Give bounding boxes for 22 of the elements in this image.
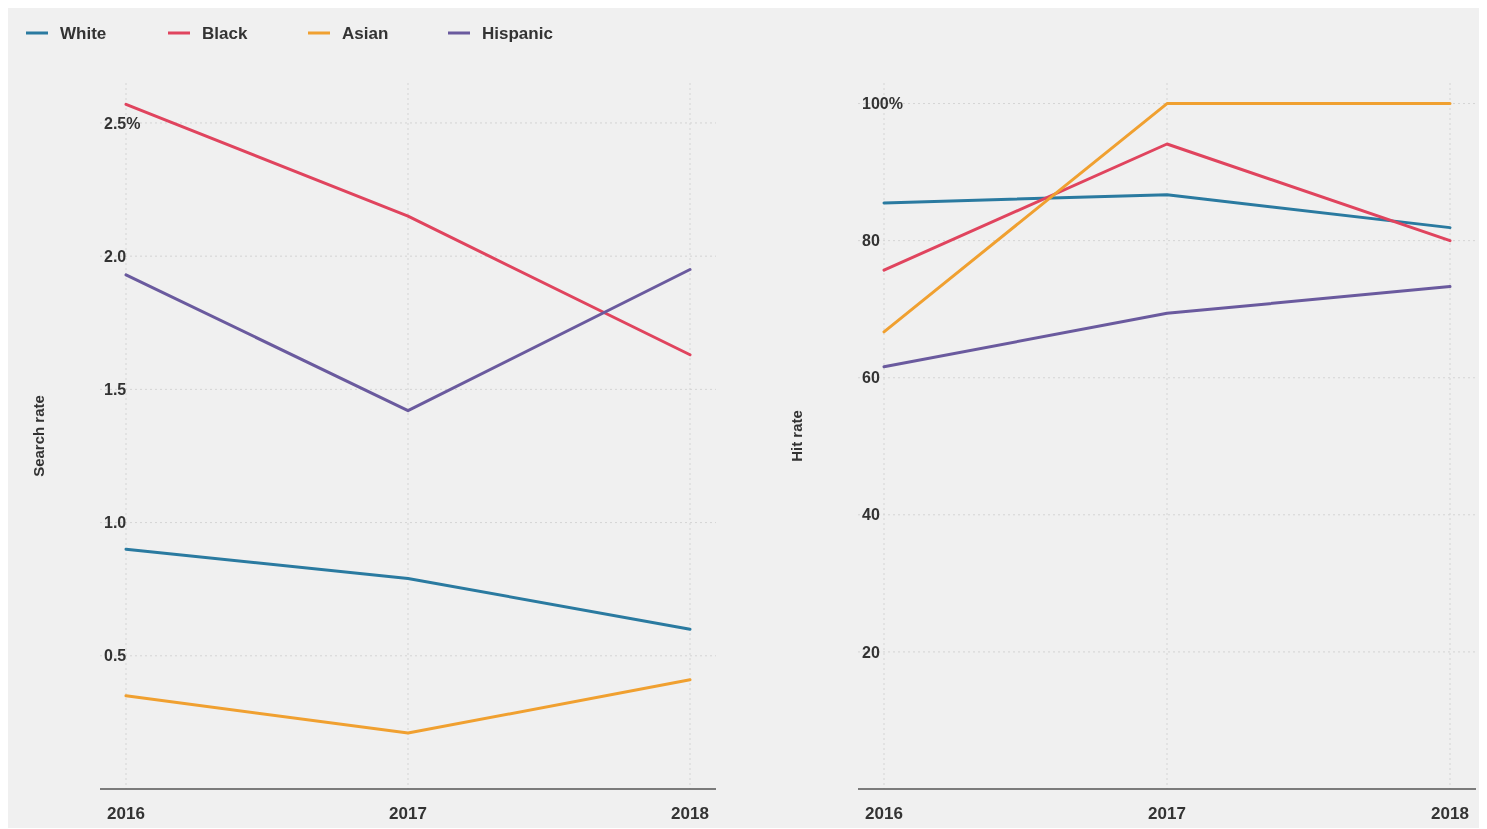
x-tick-label: 2018 bbox=[671, 804, 709, 823]
y-tick-label: 1.0 bbox=[104, 514, 127, 532]
legend-label: Asian bbox=[342, 23, 389, 43]
x-tick-label: 2017 bbox=[389, 804, 427, 823]
y-tick-label: 2.0 bbox=[104, 247, 127, 265]
x-tick-label: 2017 bbox=[1148, 804, 1186, 823]
y-tick-label: 1.5 bbox=[104, 380, 127, 398]
y-tick-label: 20 bbox=[862, 643, 880, 661]
y-tick-label: 40 bbox=[862, 506, 880, 524]
x-tick-label: 2016 bbox=[865, 804, 903, 823]
x-tick-label: 2016 bbox=[107, 804, 145, 823]
y-tick-label: 2.5% bbox=[104, 114, 141, 132]
y-axis-title: Search rate bbox=[30, 395, 47, 477]
legend-label: White bbox=[60, 23, 107, 43]
y-tick-label: 80 bbox=[862, 232, 880, 250]
x-tick-label: 2018 bbox=[1431, 804, 1469, 823]
y-tick-label: 100% bbox=[862, 95, 903, 113]
y-axis-title: Hit rate bbox=[788, 410, 805, 462]
legend-label: Hispanic bbox=[482, 23, 553, 43]
legend-label: Black bbox=[202, 23, 248, 43]
y-tick-label: 0.5 bbox=[104, 647, 127, 665]
y-tick-label: 60 bbox=[862, 369, 880, 387]
